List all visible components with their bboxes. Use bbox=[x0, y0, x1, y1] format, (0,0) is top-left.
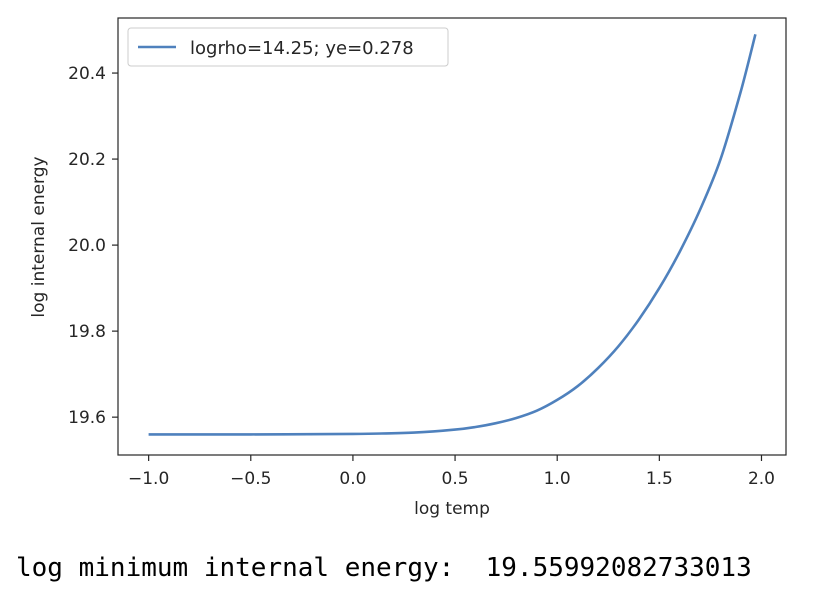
y-tick-label: 20.0 bbox=[68, 236, 106, 256]
line-chart: −1.0 −0.5 0.0 0.5 1.0 1.5 2.0 19.6 19.8 20.0 20.2… bbox=[29, 17, 787, 519]
series-line bbox=[148, 33, 757, 436]
output-value: 19.55992082733013 bbox=[485, 553, 752, 583]
x-tick-label: 1.5 bbox=[646, 469, 673, 489]
x-tick-label: 2.0 bbox=[748, 469, 775, 489]
output-label: log minimum internal energy: bbox=[16, 553, 455, 583]
x-tick-label: −1.0 bbox=[128, 469, 169, 489]
y-tick-label: 20.4 bbox=[68, 64, 106, 84]
x-tick-label: −0.5 bbox=[230, 469, 271, 489]
y-tick-label: 19.6 bbox=[68, 408, 106, 428]
x-axis: −1.0 −0.5 0.0 0.5 1.0 1.5 2.0 bbox=[128, 455, 775, 489]
y-tick-label: 20.2 bbox=[68, 150, 106, 170]
legend-box bbox=[127, 27, 449, 67]
y-axis-title: log internal energy bbox=[29, 156, 49, 317]
legend-label: logrho=14.25; ye=0.278 bbox=[190, 38, 414, 59]
plot-area bbox=[117, 17, 787, 456]
x-tick-label: 1.0 bbox=[544, 469, 571, 489]
x-tick-label: 0.5 bbox=[442, 469, 469, 489]
output-text: log minimum internal energy: 19.55992082… bbox=[16, 553, 752, 583]
x-axis-title: log temp bbox=[414, 499, 490, 519]
y-axis: 19.6 19.8 20.0 20.2 20.4 bbox=[68, 64, 118, 428]
legend: logrho=14.25; ye=0.278 bbox=[127, 27, 449, 67]
x-tick-label: 0.0 bbox=[339, 469, 366, 489]
y-tick-label: 19.8 bbox=[68, 322, 106, 342]
